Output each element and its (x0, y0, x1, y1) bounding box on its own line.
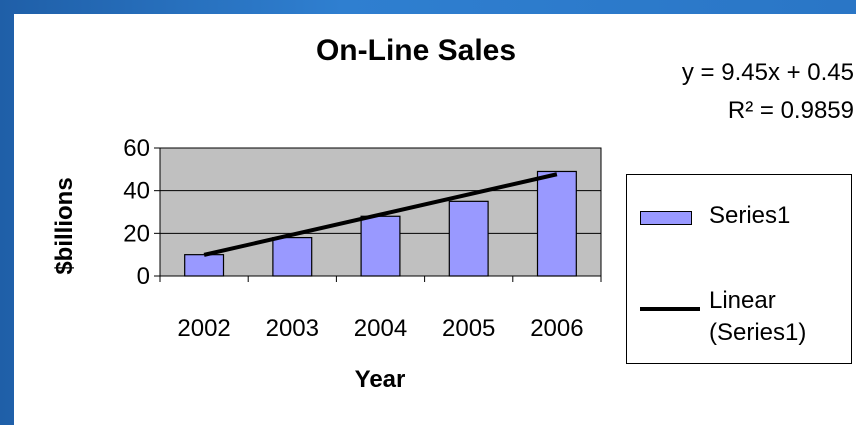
trendline (203, 172, 558, 257)
trendline-r2-text: R² = 0.9859 (727, 97, 854, 124)
x-tick-label: 2003 (266, 315, 319, 342)
chart-title: On-Line Sales (315, 34, 517, 67)
trendline-equation-text: y = 9.45x + 0.45 (681, 59, 854, 86)
x-tick-label: 2006 (530, 315, 583, 342)
bar (448, 200, 489, 277)
bar (360, 215, 401, 277)
trendline-equation: y = 9.45x + 0.45 R² = 0.9859 (614, 54, 854, 130)
y-tick-label: 60 (123, 135, 150, 162)
legend-swatch-series1 (640, 211, 692, 225)
x-tick-label: 2005 (442, 315, 495, 342)
legend-label-series1: Series1 (709, 202, 791, 229)
y-tick-label: 40 (123, 178, 150, 205)
y-tick-label: 20 (123, 220, 150, 247)
legend-label-linear-line1: Linear (709, 287, 776, 314)
legend: Series1 Linear (Series1) (626, 174, 852, 364)
chart-panel: On-Line Sales y = 9.45x + 0.45 R² = 0.98… (14, 14, 856, 425)
y-tick-label: 0 (137, 263, 150, 290)
y-axis-title: $billions (51, 177, 78, 274)
bar (536, 170, 577, 277)
legend-label-linear: Linear (Series1) (709, 285, 806, 349)
x-tick-label: 2002 (177, 315, 230, 342)
chart-svg: 0 20 40 60 2002 2003 2004 2005 2006 Year $billions (51, 135, 602, 393)
bar (184, 254, 225, 277)
legend-label-linear-line2: (Series1) (709, 319, 807, 346)
bar (272, 237, 313, 277)
legend-line-linear (640, 307, 700, 311)
x-tick-label: 2004 (354, 315, 407, 342)
x-axis-title: Year (355, 366, 406, 393)
